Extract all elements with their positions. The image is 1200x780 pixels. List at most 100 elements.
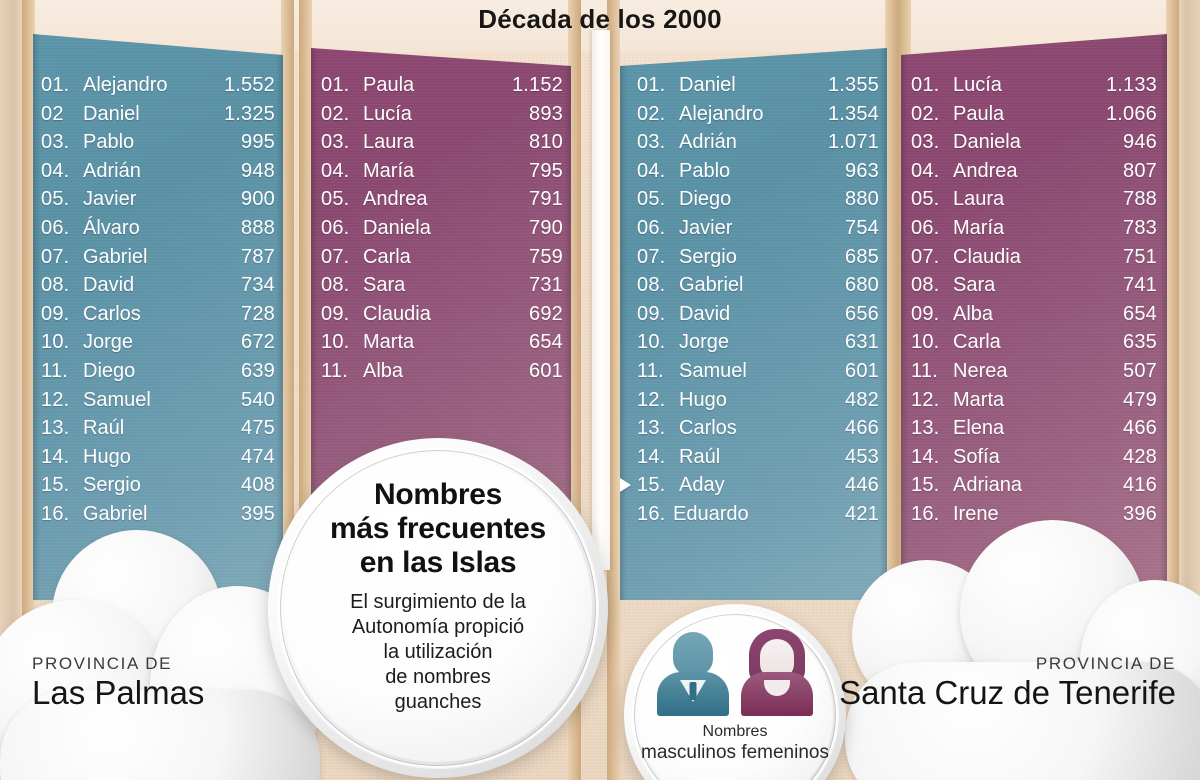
table-row: 15. Aday 446 — [620, 471, 879, 500]
rank-number: 16. — [41, 502, 70, 525]
table-row: 01. Paula 1.152 — [321, 71, 563, 100]
count-value: 963 — [845, 159, 879, 182]
table-row: 08. Gabriel 680 — [637, 271, 879, 300]
rank-number: 11. — [41, 359, 68, 382]
rank-number: 01. — [321, 74, 350, 96]
count-value: 475 — [241, 417, 275, 440]
rank-number: 01. — [911, 74, 940, 96]
name-label: David — [679, 302, 731, 325]
table-row: 04. Andrea 807 — [911, 157, 1157, 186]
table-row: 12. Samuel 540 — [41, 386, 275, 415]
count-value: 1.071 — [827, 131, 879, 154]
rank-number: 08. — [637, 274, 666, 297]
table-row: 09. Carlos 728 — [41, 300, 275, 329]
table-row: 09. Claudia 692 — [321, 300, 563, 329]
table-row: 16. Gabriel 395 — [41, 500, 275, 529]
table-row: 05. Diego 880 — [637, 185, 879, 214]
count-value: 1.152 — [511, 74, 563, 96]
table-row: 03. Adrián 1.071 — [637, 128, 879, 157]
table-row: 11. Samuel 601 — [637, 357, 879, 386]
panel-tenerife-femeninos: 01. Lucía 1.133 02. Paula 1.066 03. Daniela 946 0… — [901, 34, 1167, 600]
count-value: 692 — [529, 302, 563, 325]
table-row: 09. Alba 654 — [911, 300, 1157, 329]
headline-line-2: más frecuentes — [330, 512, 546, 545]
name-label: Adriana — [953, 474, 1022, 497]
rank-number: 16. — [637, 502, 666, 525]
table-row: 13. Elena 466 — [911, 414, 1157, 443]
table-row: 05. Laura 788 — [911, 185, 1157, 214]
rank-number: 03. — [41, 131, 70, 154]
name-label: Aday — [679, 474, 725, 497]
rank-number: 08. — [911, 274, 940, 297]
count-value: 788 — [1123, 188, 1157, 211]
count-value: 453 — [845, 445, 879, 468]
rank-number: 02. — [911, 102, 940, 125]
name-label: Raúl — [83, 417, 125, 440]
count-value: 396 — [1123, 502, 1157, 525]
count-value: 474 — [241, 445, 275, 468]
rank-number: 09. — [41, 302, 70, 325]
rank-number: 14. — [911, 445, 940, 468]
rank-number: 09. — [911, 302, 940, 325]
count-value: 421 — [845, 502, 879, 525]
female-person-icon — [740, 629, 814, 716]
name-label: Gabriel — [679, 274, 744, 297]
rank-number: 05. — [41, 188, 70, 211]
table-row: 07. Carla 759 — [321, 243, 563, 272]
highlight-arrow-icon — [620, 478, 631, 493]
rank-number: 03. — [637, 131, 666, 154]
name-label: Diego — [679, 188, 732, 211]
count-value: 1.325 — [223, 102, 275, 125]
headline-subtitle: El surgimiento de la Autonomía propició … — [298, 590, 578, 715]
rank-number: 08. — [41, 274, 70, 297]
rank-number: 07. — [321, 245, 350, 268]
name-label: Eduardo — [673, 502, 749, 525]
table-row: 03. Laura 810 — [321, 128, 563, 157]
table-row: 05. Andrea 791 — [321, 185, 563, 214]
rank-number: 11. — [911, 359, 938, 382]
name-label: Javier — [679, 216, 733, 239]
count-value: 995 — [241, 131, 275, 154]
name-label: Adrián — [83, 159, 141, 182]
count-value: 888 — [241, 216, 275, 239]
name-label: Marta — [953, 388, 1005, 411]
table-row: 04. María 795 — [321, 157, 563, 186]
name-label: María — [363, 159, 415, 182]
count-value: 1.355 — [827, 74, 879, 96]
count-value: 810 — [529, 131, 563, 154]
count-value: 948 — [241, 159, 275, 182]
count-value: 731 — [529, 274, 563, 297]
name-label: Daniel — [83, 102, 140, 125]
rank-number: 11. — [321, 359, 348, 382]
panel-las-palmas-masculinos: 01. Alejandro 1.552 02 Daniel 1.325 03. Pablo 99… — [33, 34, 283, 600]
table-row: 07. Sergio 685 — [637, 243, 879, 272]
subtitle-line-1: El surgimiento de la — [350, 591, 526, 613]
rank-number: 14. — [637, 445, 666, 468]
count-value: 795 — [529, 159, 563, 182]
count-value: 893 — [529, 102, 563, 125]
count-value: 741 — [1123, 274, 1157, 297]
rank-number: 04. — [321, 159, 350, 182]
table-row: 03. Daniela 946 — [911, 128, 1157, 157]
province-divider — [592, 30, 610, 570]
rank-number: 09. — [637, 302, 666, 325]
name-label: Lucía — [363, 102, 412, 125]
rank-number: 13. — [41, 417, 70, 440]
name-label: Jorge — [83, 331, 134, 354]
name-label: Hugo — [83, 445, 131, 468]
table-row: 15. Sergio 408 — [41, 471, 275, 500]
table-row: 10. Carla 635 — [911, 328, 1157, 357]
subtitle-line-3: la utilización — [383, 641, 493, 663]
name-label: Alba — [363, 359, 404, 382]
name-label: Elena — [953, 417, 1005, 440]
count-value: 759 — [529, 245, 563, 268]
count-value: 1.354 — [827, 102, 879, 125]
table-row: 07. Claudia 751 — [911, 243, 1157, 272]
count-value: 791 — [529, 188, 563, 211]
name-label: Paula — [363, 74, 415, 96]
rank-number: 01. — [637, 74, 666, 96]
count-value: 408 — [241, 474, 275, 497]
table-row: 01. Daniel 1.355 — [637, 71, 879, 100]
count-value: 482 — [845, 388, 879, 411]
province-name-left: Las Palmas — [32, 674, 205, 711]
